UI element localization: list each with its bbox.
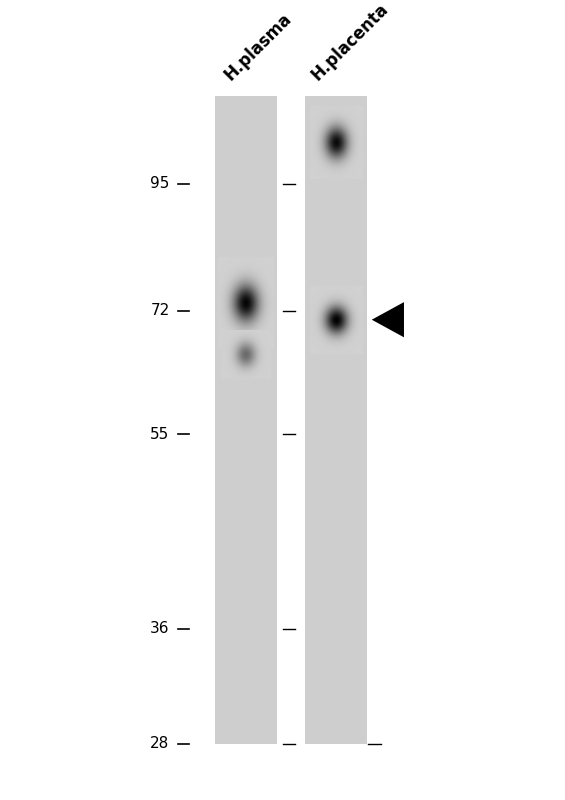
Text: 28: 28 (150, 737, 170, 751)
Text: 55: 55 (150, 427, 170, 442)
Bar (305, 96, 367, 744)
Text: 36: 36 (150, 622, 169, 636)
Polygon shape (372, 302, 404, 338)
Text: H.plasma: H.plasma (220, 10, 295, 84)
Text: 95: 95 (150, 176, 170, 191)
Text: 72: 72 (150, 303, 170, 318)
Text: H.placenta: H.placenta (308, 0, 392, 84)
Bar (215, 96, 277, 744)
